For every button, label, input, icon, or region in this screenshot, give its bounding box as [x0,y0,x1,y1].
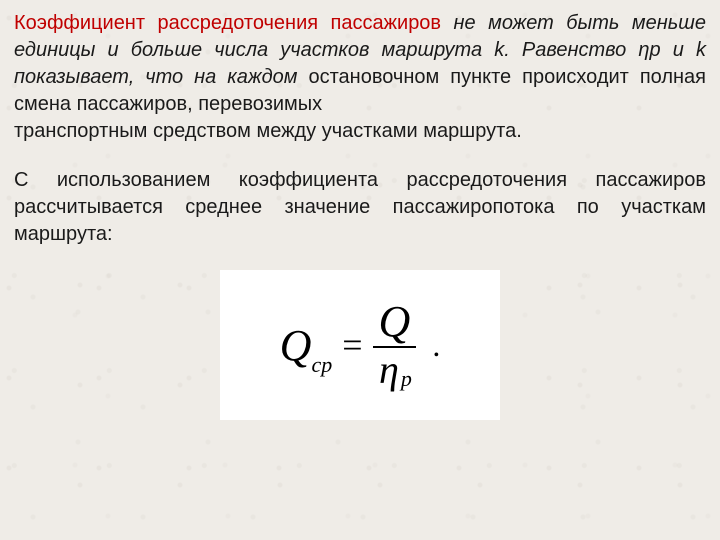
formula-equals: = [342,324,362,366]
formula: Qcp = Q η p . [280,300,441,390]
formula-lhs-var: Q [280,321,312,370]
paragraph-2: С использованием коэффициента рассредото… [14,167,706,248]
plain-clause-b: транспортным средством между участками м… [14,120,522,142]
formula-numerator: Q [373,300,417,346]
paragraph-1: Коэффициент рассредоточения пассажиров н… [14,10,706,145]
formula-denominator: η p [373,348,416,390]
formula-box: Qcp = Q η p . [220,270,500,420]
formula-den-sub: p [401,368,412,390]
formula-lhs-sub: cp [311,352,332,377]
document-body: Коэффициент рассредоточения пассажиров н… [0,0,720,420]
formula-lhs: Qcp [280,320,333,371]
formula-period: . [432,327,440,364]
formula-fraction: Q η p [373,300,417,390]
highlight-term: Коэффициент рассредоточения пассажиров [14,12,441,34]
formula-den-var: η [379,350,399,390]
